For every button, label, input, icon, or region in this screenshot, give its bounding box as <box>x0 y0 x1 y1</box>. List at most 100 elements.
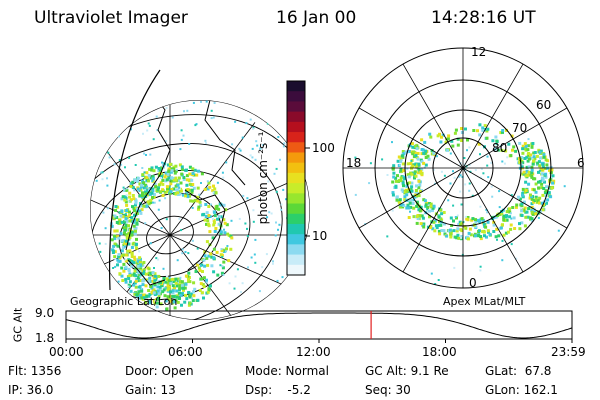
aurora-pixel <box>471 217 475 221</box>
aurora-pixel <box>523 190 527 194</box>
aurora-pixel <box>417 167 421 171</box>
aurora-pixel <box>150 168 154 172</box>
noise-pixel <box>501 259 504 262</box>
aurora-pixel <box>524 147 527 151</box>
aurora-pixel <box>512 216 516 220</box>
aurora-pixel <box>417 194 421 198</box>
longitude-line <box>169 234 256 320</box>
noise-pixel <box>171 116 174 119</box>
aurora-pixel <box>505 218 509 222</box>
aurora-pixel <box>412 206 416 210</box>
aurora-pixel <box>486 229 490 233</box>
aurora-pixel <box>188 194 191 198</box>
aurora-pixel <box>201 270 204 273</box>
aurora-pixel <box>477 234 480 238</box>
aurora-pixel <box>131 180 135 184</box>
aurora-pixel <box>420 167 424 171</box>
aurora-pixel <box>156 285 160 289</box>
aurora-pixel <box>197 169 201 173</box>
aurora-pixel <box>145 278 149 282</box>
aurora-pixel <box>220 253 224 257</box>
aurora-pixel <box>478 220 482 224</box>
noise-pixel <box>226 245 229 247</box>
noise-pixel <box>409 210 411 213</box>
aurora-pixel <box>172 178 176 182</box>
aurora-pixel <box>399 203 403 207</box>
aurora-pixel <box>398 198 402 202</box>
aurora-pixel <box>420 152 424 156</box>
noise-pixel <box>106 115 109 118</box>
noise-pixel <box>469 170 472 173</box>
aurora-pixel <box>407 199 411 203</box>
aurora-pixel <box>155 305 159 309</box>
aurora-pixel <box>138 182 142 186</box>
colorbar-cell <box>287 223 305 235</box>
aurora-pixel <box>484 225 488 229</box>
aurora-pixel <box>167 186 171 190</box>
aurora-pixel <box>146 188 150 192</box>
aurora-pixel <box>135 278 139 282</box>
noise-pixel <box>242 194 245 197</box>
noise-pixel <box>510 217 513 220</box>
aurora-pixel <box>115 221 119 224</box>
instrument-title: Ultraviolet Imager <box>34 8 188 28</box>
status-mode: Mode: Normal <box>245 364 329 378</box>
aurora-pixel <box>437 229 441 233</box>
aurora-pixel <box>527 170 531 174</box>
aurora-pixel <box>453 131 457 135</box>
aurora-pixel <box>530 210 534 214</box>
aurora-pixel <box>140 208 144 212</box>
noise-pixel <box>261 63 263 65</box>
aurora-pixel <box>166 163 170 167</box>
aurora-pixel <box>455 236 459 240</box>
noise-pixel <box>471 194 474 197</box>
aurora-pixel <box>399 167 403 171</box>
aurora-pixel <box>178 163 182 167</box>
noise-pixel <box>244 222 247 225</box>
noise-pixel <box>465 170 468 172</box>
aurora-pixel <box>193 287 197 291</box>
aurora-pixel <box>165 185 169 189</box>
aurora-pixel <box>120 210 124 213</box>
aurora-pixel <box>501 129 505 132</box>
noise-pixel <box>463 163 466 166</box>
noise-pixel <box>275 221 277 224</box>
noise-pixel <box>280 208 283 211</box>
aurora-pixel <box>520 165 524 169</box>
aurora-pixel <box>139 211 143 215</box>
noise-pixel <box>452 170 454 173</box>
aurora-pixel <box>476 218 480 222</box>
aurora-pixel <box>543 180 546 184</box>
latitude-line <box>90 142 283 320</box>
aurora-pixel <box>176 193 180 196</box>
colorbar-cell <box>287 81 305 92</box>
aurora-pixel <box>528 216 532 220</box>
aurora-pixel <box>483 234 486 238</box>
aurora-pixel <box>157 167 161 170</box>
aurora-pixel <box>402 184 405 188</box>
aurora-pixel <box>219 232 223 235</box>
aurora-pixel <box>400 154 404 158</box>
aurora-pixel <box>486 127 490 131</box>
mlt-label-18: 18 <box>346 156 362 170</box>
aurora-pixel <box>141 191 144 195</box>
aurora-pixel <box>160 166 164 170</box>
aurora-pixel <box>447 134 451 138</box>
noise-pixel <box>112 267 115 269</box>
aurora-pixel <box>477 142 481 146</box>
aurora-pixel <box>481 128 485 132</box>
orbit-xtick-2359: 23:59 <box>551 345 586 359</box>
aurora-pixel <box>540 186 544 190</box>
aurora-pixel <box>122 262 126 266</box>
aurora-pixel <box>163 294 167 298</box>
aurora-pixel <box>180 284 184 288</box>
aurora-pixel <box>132 283 136 287</box>
noise-pixel <box>288 296 291 299</box>
aurora-pixel <box>488 232 492 236</box>
noise-pixel <box>221 265 224 268</box>
aurora-pixel <box>530 175 534 179</box>
aurora-pixel <box>413 176 416 180</box>
aurora-pixel <box>116 258 120 262</box>
aurora-pixel <box>223 221 227 225</box>
aurora-pixel <box>135 242 138 246</box>
